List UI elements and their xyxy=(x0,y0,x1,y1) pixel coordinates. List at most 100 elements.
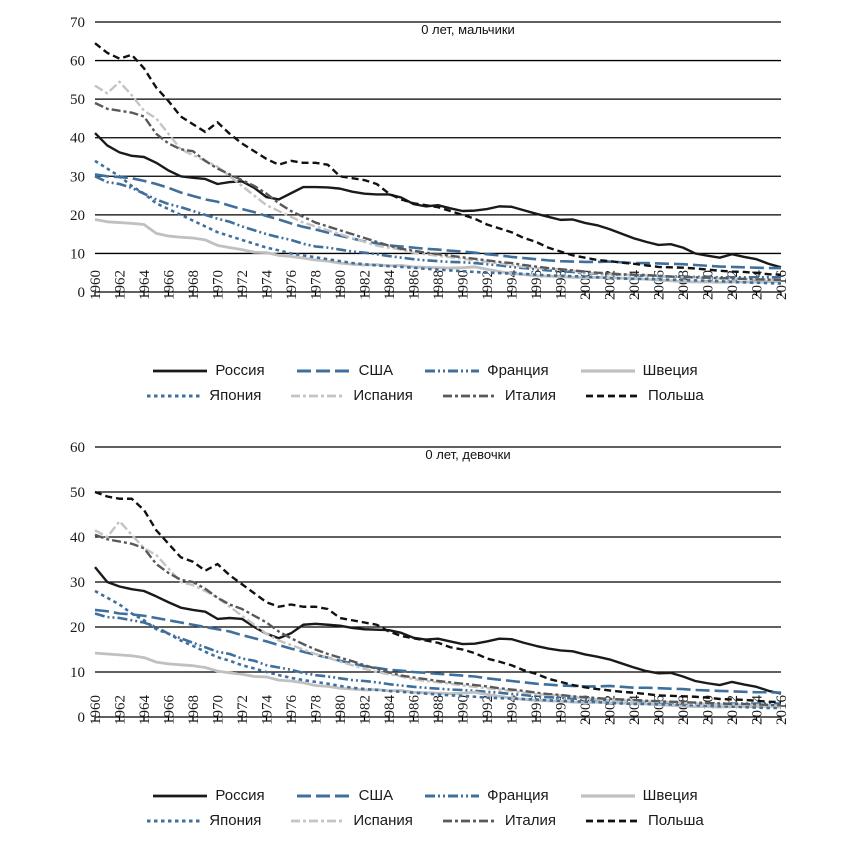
x-tick-label: 1994 xyxy=(505,270,521,301)
x-tick-label: 2008 xyxy=(676,695,692,725)
series-line-usa xyxy=(94,608,782,694)
legend-label: Франция xyxy=(487,787,549,804)
legend-label: Испания xyxy=(353,812,413,829)
x-tick-label: 1992 xyxy=(480,695,496,725)
series-line-usa xyxy=(94,173,781,270)
legend-item-spain[interactable]: Испания xyxy=(289,387,417,404)
y-tick-label: 10 xyxy=(70,246,85,262)
x-tick-label: 1998 xyxy=(554,695,570,725)
legend-swatch-sweden xyxy=(580,793,635,798)
x-tick-label: 1960 xyxy=(88,695,104,725)
x-tick-label: 1972 xyxy=(235,695,251,725)
y-tick-label: 30 xyxy=(70,575,85,591)
legend-item-russia[interactable]: Россия xyxy=(151,787,268,804)
x-tick-label: 1990 xyxy=(456,695,472,725)
x-tick-label: 1966 xyxy=(162,695,178,726)
legend-item-poland[interactable]: Польша xyxy=(584,812,708,829)
legend-swatch-usa xyxy=(296,369,351,372)
y-tick-label: 20 xyxy=(70,208,85,224)
legend-label: Польша xyxy=(647,387,704,404)
x-tick-label: 1962 xyxy=(113,695,129,725)
y-tick-label: 20 xyxy=(70,620,85,636)
legend-swatch-japan xyxy=(147,394,202,397)
legend-item-poland[interactable]: Польша xyxy=(584,387,708,404)
legend-swatch-sweden xyxy=(580,368,635,373)
legend-girls: Россия США Франция Швеция Япония Испания Итали… xyxy=(0,787,853,829)
x-tick-label: 2006 xyxy=(652,695,668,726)
legend-swatch-poland xyxy=(585,819,640,822)
series-line-france xyxy=(94,175,781,279)
legend-label: Италия xyxy=(504,812,556,829)
legend-item-spain[interactable]: Испания xyxy=(289,812,417,829)
legend-boys: Россия США Франция Швеция Япония Испания Итали… xyxy=(0,362,853,404)
x-tick-label: 1974 xyxy=(260,270,276,301)
legend-swatch-japan xyxy=(147,819,202,822)
legend-item-france[interactable]: Франция xyxy=(423,362,552,379)
legend-swatch-italy xyxy=(442,394,497,397)
series-line-sweden xyxy=(94,651,781,709)
legend-label: Россия xyxy=(215,362,265,379)
y-tick-label: 60 xyxy=(70,54,85,70)
legend-item-sweden[interactable]: Швеция xyxy=(579,787,702,804)
x-tick-label: 1984 xyxy=(382,695,398,726)
chart-panel-boys: 0 10 20 30 40 50 60 70 0 лет, мальчики 1960 1962 19… xyxy=(0,0,853,404)
x-tick-label: 1968 xyxy=(186,270,202,300)
series-line-japan xyxy=(94,589,781,710)
x-tick-label: 1986 xyxy=(407,695,423,726)
legend-item-italy[interactable]: Италия xyxy=(441,812,560,829)
x-tick-label: 2012 xyxy=(725,270,741,300)
x-tick-label: 1994 xyxy=(505,695,521,726)
y-tick-label: 10 xyxy=(70,665,85,681)
x-tick-label: 1978 xyxy=(309,695,325,725)
x-tick-label: 1970 xyxy=(211,695,227,725)
x-tick-label: 1986 xyxy=(407,270,423,301)
legend-swatch-russia xyxy=(153,794,208,797)
legend-swatch-spain xyxy=(291,394,346,397)
legend-item-japan[interactable]: Япония xyxy=(145,812,265,829)
series-line-poland xyxy=(94,42,782,276)
legend-item-france[interactable]: Франция xyxy=(423,787,552,804)
x-tick-label: 1982 xyxy=(358,695,374,725)
x-tick-label: 2010 xyxy=(701,270,717,300)
legend-row: Япония Испания Италия Польша xyxy=(145,387,707,404)
legend-item-japan[interactable]: Япония xyxy=(145,387,265,404)
x-tick-label: 1990 xyxy=(456,270,472,300)
plot-area-boys: 0 10 20 30 40 50 60 70 0 лет, мальчики 1960 1962 19… xyxy=(0,0,853,310)
series-line-russia xyxy=(94,132,782,269)
legend-item-sweden[interactable]: Швеция xyxy=(579,362,702,379)
legend-item-russia[interactable]: Россия xyxy=(151,362,268,379)
legend-swatch-usa xyxy=(296,794,351,797)
legend-swatch-france xyxy=(425,369,480,372)
x-tick-label: 1996 xyxy=(529,695,545,726)
legend-item-usa[interactable]: США xyxy=(295,787,398,804)
legend-label: Швеция xyxy=(642,787,698,804)
chart-title: 0 лет, девочки xyxy=(425,447,510,462)
legend-item-usa[interactable]: США xyxy=(295,362,398,379)
x-tick-label: 1966 xyxy=(162,270,178,301)
x-tick-label: 1988 xyxy=(431,270,447,300)
x-tick-label: 1976 xyxy=(284,695,300,726)
legend-item-italy[interactable]: Италия xyxy=(441,387,560,404)
y-tick-label: 60 xyxy=(70,440,85,456)
legend-label: Испания xyxy=(353,387,413,404)
y-tick-label: 0 xyxy=(78,285,86,301)
legend-swatch-italy xyxy=(442,819,497,822)
x-tick-label: 1976 xyxy=(284,270,300,301)
series-line-japan xyxy=(94,159,782,285)
x-tick-label: 2016 xyxy=(774,695,790,726)
x-tick-label: 1972 xyxy=(235,270,251,300)
x-tick-label: 1982 xyxy=(358,270,374,300)
x-tick-label: 1988 xyxy=(431,695,447,725)
plot-area-girls: 0 10 20 30 40 50 60 0 лет, девочки 1960 1962 1964 1… xyxy=(0,425,853,735)
x-tick-label: 1992 xyxy=(480,270,496,300)
legend-swatch-france xyxy=(425,794,480,797)
y-tick-label: 0 xyxy=(78,710,86,726)
legend-label: США xyxy=(358,362,394,379)
series-line-italy xyxy=(94,533,782,707)
legend-label: Япония xyxy=(209,812,262,829)
series-line-poland xyxy=(94,490,782,704)
line-chart-girls: 0 10 20 30 40 50 60 0 лет, девочки 1960 1962 1964 1… xyxy=(70,440,790,726)
x-tick-label: 2014 xyxy=(750,695,766,726)
y-tick-label: 70 xyxy=(70,15,85,31)
